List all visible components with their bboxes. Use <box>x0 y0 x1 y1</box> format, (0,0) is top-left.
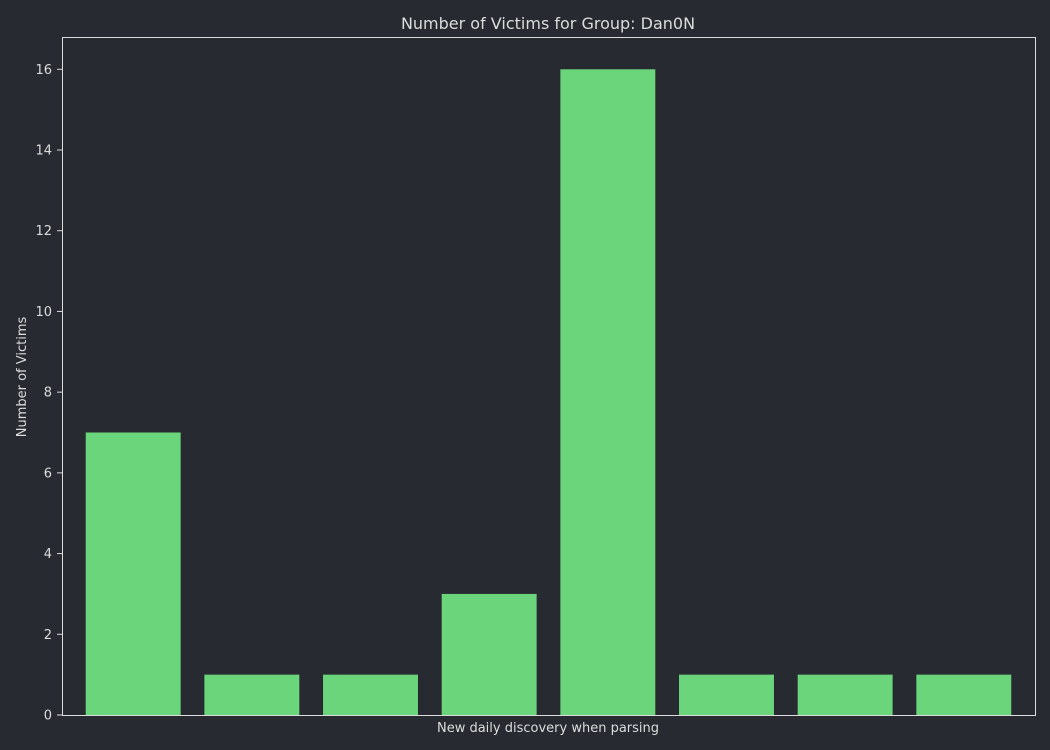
bar-2 <box>204 674 300 715</box>
bar-6 <box>679 674 774 715</box>
plot-frame <box>62 37 1036 716</box>
y-tick-label: 0 <box>44 709 52 724</box>
y-axis-label: Number of Victims <box>15 317 30 438</box>
y-tick-label: 14 <box>35 144 52 159</box>
y-tick-label: 16 <box>35 63 52 78</box>
y-tick-label: 10 <box>35 305 52 320</box>
bar-1 <box>85 432 181 715</box>
bar-8 <box>916 674 1012 715</box>
y-tick-label: 12 <box>35 224 52 239</box>
y-tick-label: 4 <box>44 547 52 562</box>
x-axis-label: New daily discovery when parsing <box>437 721 659 736</box>
y-tick-label: 6 <box>44 466 52 481</box>
bars-group <box>85 69 1012 716</box>
y-tick-label: 8 <box>44 386 52 401</box>
bar-5 <box>560 69 656 716</box>
bar-4 <box>441 593 537 715</box>
chart-title: Number of Victims for Group: Dan0N <box>401 14 695 33</box>
y-tick-label: 2 <box>44 628 52 643</box>
y-axis-ticks: 0 2 4 6 8 10 12 14 16 <box>35 63 62 724</box>
bar-3 <box>323 674 418 715</box>
bar-7 <box>797 674 893 715</box>
